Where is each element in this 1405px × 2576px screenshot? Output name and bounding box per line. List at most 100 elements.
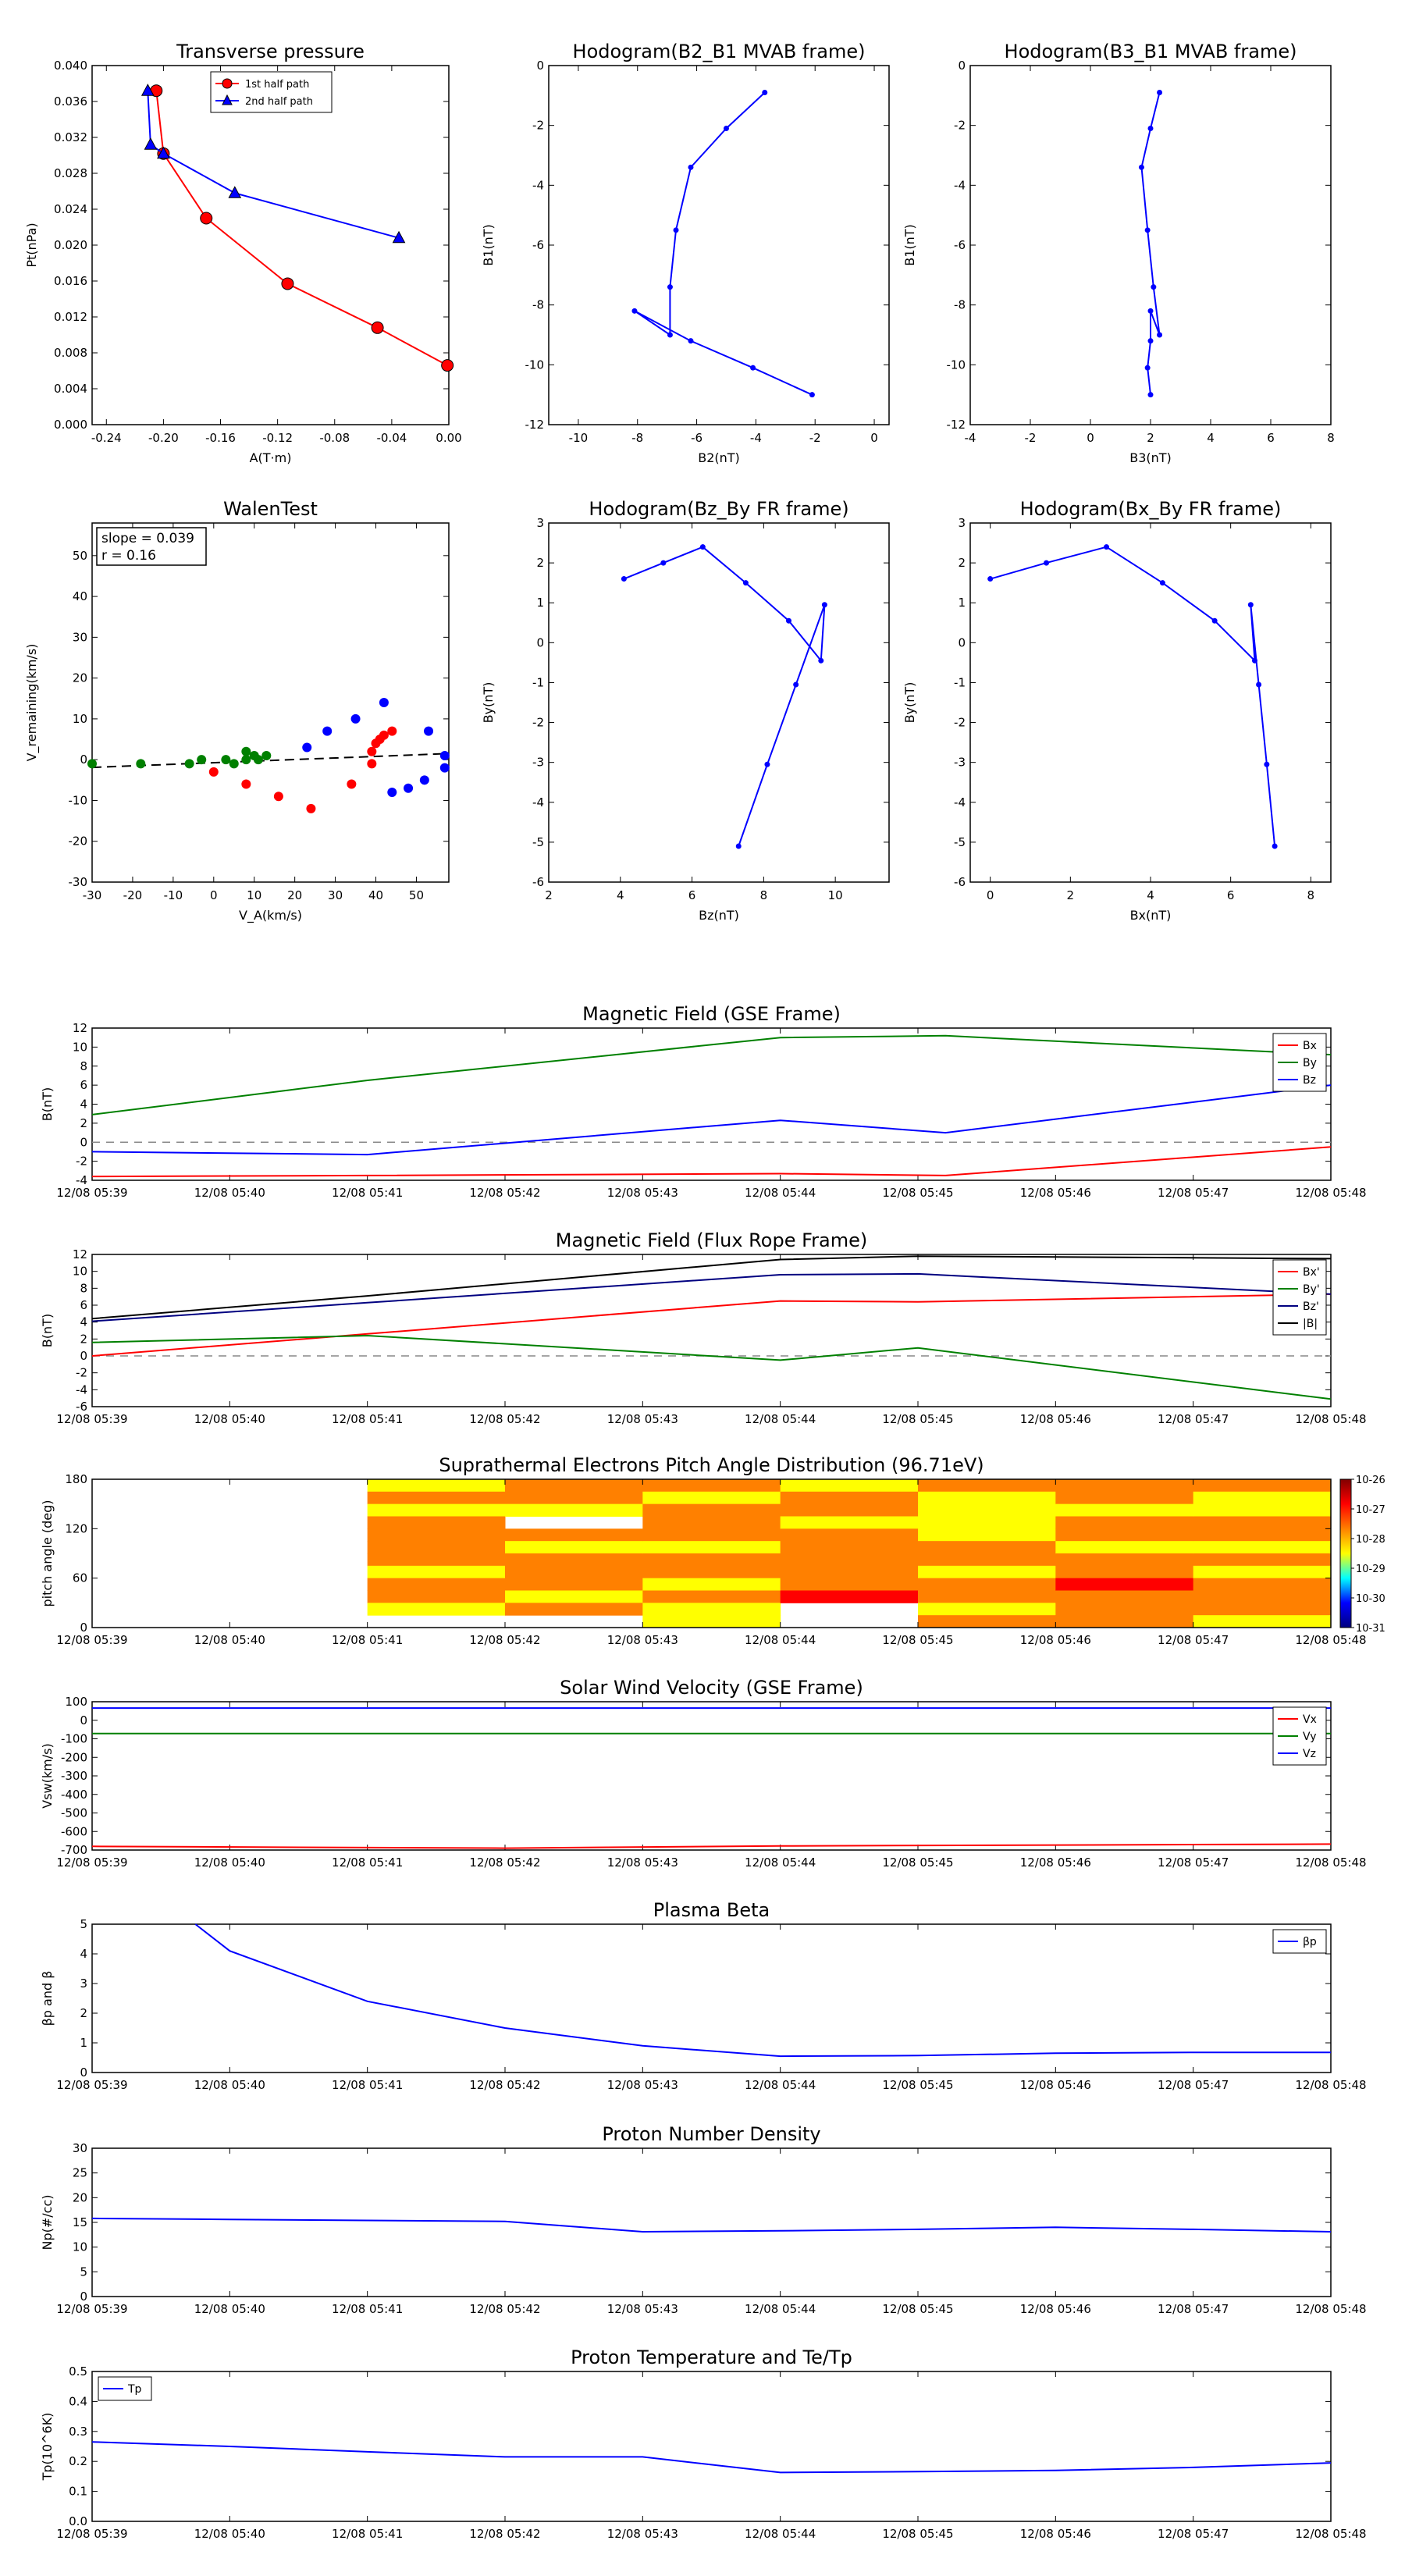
y-axis-label: By(nT) xyxy=(902,682,917,724)
x-tick-label: -10 xyxy=(164,888,183,902)
time-tick-label: 12/08 05:40 xyxy=(194,1186,265,1200)
time-tick-label: 12/08 05:46 xyxy=(1020,1186,1091,1200)
heatmap-cell xyxy=(780,1565,919,1579)
heatmap-cell xyxy=(367,1590,506,1603)
time-tick-label: 12/08 05:42 xyxy=(469,1633,540,1647)
time-tick-label: 12/08 05:43 xyxy=(607,1856,678,1870)
heatmap-cell xyxy=(505,1553,643,1567)
heatmap-cell xyxy=(1193,1578,1332,1591)
time-tick-label: 12/08 05:45 xyxy=(882,1186,953,1200)
x-tick-label: -2 xyxy=(809,431,821,445)
plot-frame xyxy=(91,1027,1332,1181)
y-tick-label: 4 xyxy=(80,1947,87,1961)
legend-marker xyxy=(222,78,233,89)
heatmap-cell xyxy=(780,1528,919,1542)
heatmap-cell xyxy=(1055,1590,1194,1603)
y-tick-label: -500 xyxy=(61,1806,87,1820)
heatmap-cell xyxy=(642,1590,781,1603)
heatmap-cell xyxy=(367,1541,506,1554)
y-tick-label: 100 xyxy=(65,1695,87,1709)
y-tick-label: 6 xyxy=(80,1078,87,1092)
data-point xyxy=(371,321,384,334)
x-tick-label: 0 xyxy=(210,888,218,902)
time-tick-label: 12/08 05:45 xyxy=(882,1412,953,1426)
scatter-point xyxy=(241,755,251,765)
plot-frame xyxy=(91,1701,1332,1851)
chart-title: Hodogram(Bx_By FR frame) xyxy=(1020,498,1282,520)
y-tick-label: 0.0 xyxy=(69,2514,87,2528)
heatmap-cell xyxy=(1193,1479,1332,1493)
y-tick-label: -6 xyxy=(954,238,966,252)
scatter-point xyxy=(379,698,389,707)
heatmap-cell xyxy=(505,1528,643,1542)
data-point xyxy=(667,284,673,290)
legend-label: Bx xyxy=(1303,1040,1317,1052)
data-point xyxy=(1211,617,1218,624)
y-tick-label: 0.000 xyxy=(54,418,87,432)
legend-label: 2nd half path xyxy=(245,96,313,108)
data-point xyxy=(1157,332,1163,338)
y-tick-label: 3 xyxy=(536,516,544,530)
heatmap-cell xyxy=(642,1516,781,1529)
legend-label: Vz xyxy=(1303,1748,1316,1760)
y-tick-label: -4 xyxy=(76,1173,87,1187)
y-tick-label: 0.2 xyxy=(69,2454,87,2468)
y-tick-label: 0 xyxy=(80,2290,87,2304)
time-tick-label: 12/08 05:41 xyxy=(332,1412,403,1426)
y-tick-label: 30 xyxy=(73,630,87,644)
heatmap-cell xyxy=(505,1541,643,1554)
chart-title: Transverse pressure xyxy=(176,41,365,62)
time-tick-label: 12/08 05:45 xyxy=(882,1633,953,1647)
data-point xyxy=(1256,681,1262,688)
x-tick-label: 0 xyxy=(870,431,878,445)
y-tick-label: -100 xyxy=(61,1732,87,1746)
heatmap-cell xyxy=(367,1516,506,1529)
scatter-point xyxy=(221,755,231,765)
y-tick-label: 0 xyxy=(80,1135,87,1149)
colorbar-tick-label: 10-27 xyxy=(1356,1504,1385,1516)
x-tick-label: 50 xyxy=(409,888,424,902)
time-tick-label: 12/08 05:48 xyxy=(1295,1186,1366,1200)
y-tick-label: 120 xyxy=(65,1521,87,1535)
heatmap-cell xyxy=(1055,1565,1194,1579)
heatmap-cell xyxy=(1055,1603,1194,1616)
scatter-point xyxy=(367,746,377,756)
heatmap-cell xyxy=(367,1603,506,1616)
x-tick-label: 4 xyxy=(617,888,624,902)
time-tick-label: 12/08 05:44 xyxy=(745,1633,816,1647)
data-point xyxy=(1147,126,1154,131)
time-tick-label: 12/08 05:46 xyxy=(1020,1856,1091,1870)
plot-frame xyxy=(548,522,890,883)
y-tick-label: -12 xyxy=(525,418,545,432)
time-tick-label: 12/08 05:41 xyxy=(332,1856,403,1870)
data-point xyxy=(140,84,155,96)
chart-title: WalenTest xyxy=(223,498,318,520)
data-point xyxy=(1144,365,1151,371)
chart-title: Proton Temperature and Te/Tp xyxy=(571,2347,852,2368)
series-line xyxy=(91,2441,1332,2474)
series-line xyxy=(91,1293,1332,1357)
scatter-point xyxy=(367,759,377,769)
time-tick-label: 12/08 05:41 xyxy=(332,2302,403,2316)
chart-title: Hodogram(Bz_By FR frame) xyxy=(589,498,848,520)
heatmap-cell xyxy=(918,1503,1056,1517)
y-tick-label: 20 xyxy=(73,671,87,685)
y-tick-label: 25 xyxy=(73,2166,87,2180)
time-tick-label: 12/08 05:43 xyxy=(607,1633,678,1647)
y-tick-label: -1 xyxy=(954,675,966,689)
x-tick-label: 8 xyxy=(1307,888,1315,902)
x-tick-label: 2 xyxy=(545,888,553,902)
y-tick-label: 2 xyxy=(80,1332,87,1346)
heatmap-cell xyxy=(1193,1603,1332,1616)
y-tick-label: 0 xyxy=(80,1713,87,1727)
y-axis-label: βp and β xyxy=(40,1971,55,2026)
x-axis-label: V_A(km/s) xyxy=(239,908,302,923)
y-tick-label: 0.032 xyxy=(54,130,87,144)
heatmap-cell xyxy=(505,1565,643,1579)
y-tick-label: 0.012 xyxy=(54,310,87,324)
data-point xyxy=(688,164,694,170)
heatmap-cell xyxy=(642,1565,781,1579)
time-tick-label: 12/08 05:41 xyxy=(332,2078,403,2092)
x-tick-label: 8 xyxy=(760,888,768,902)
